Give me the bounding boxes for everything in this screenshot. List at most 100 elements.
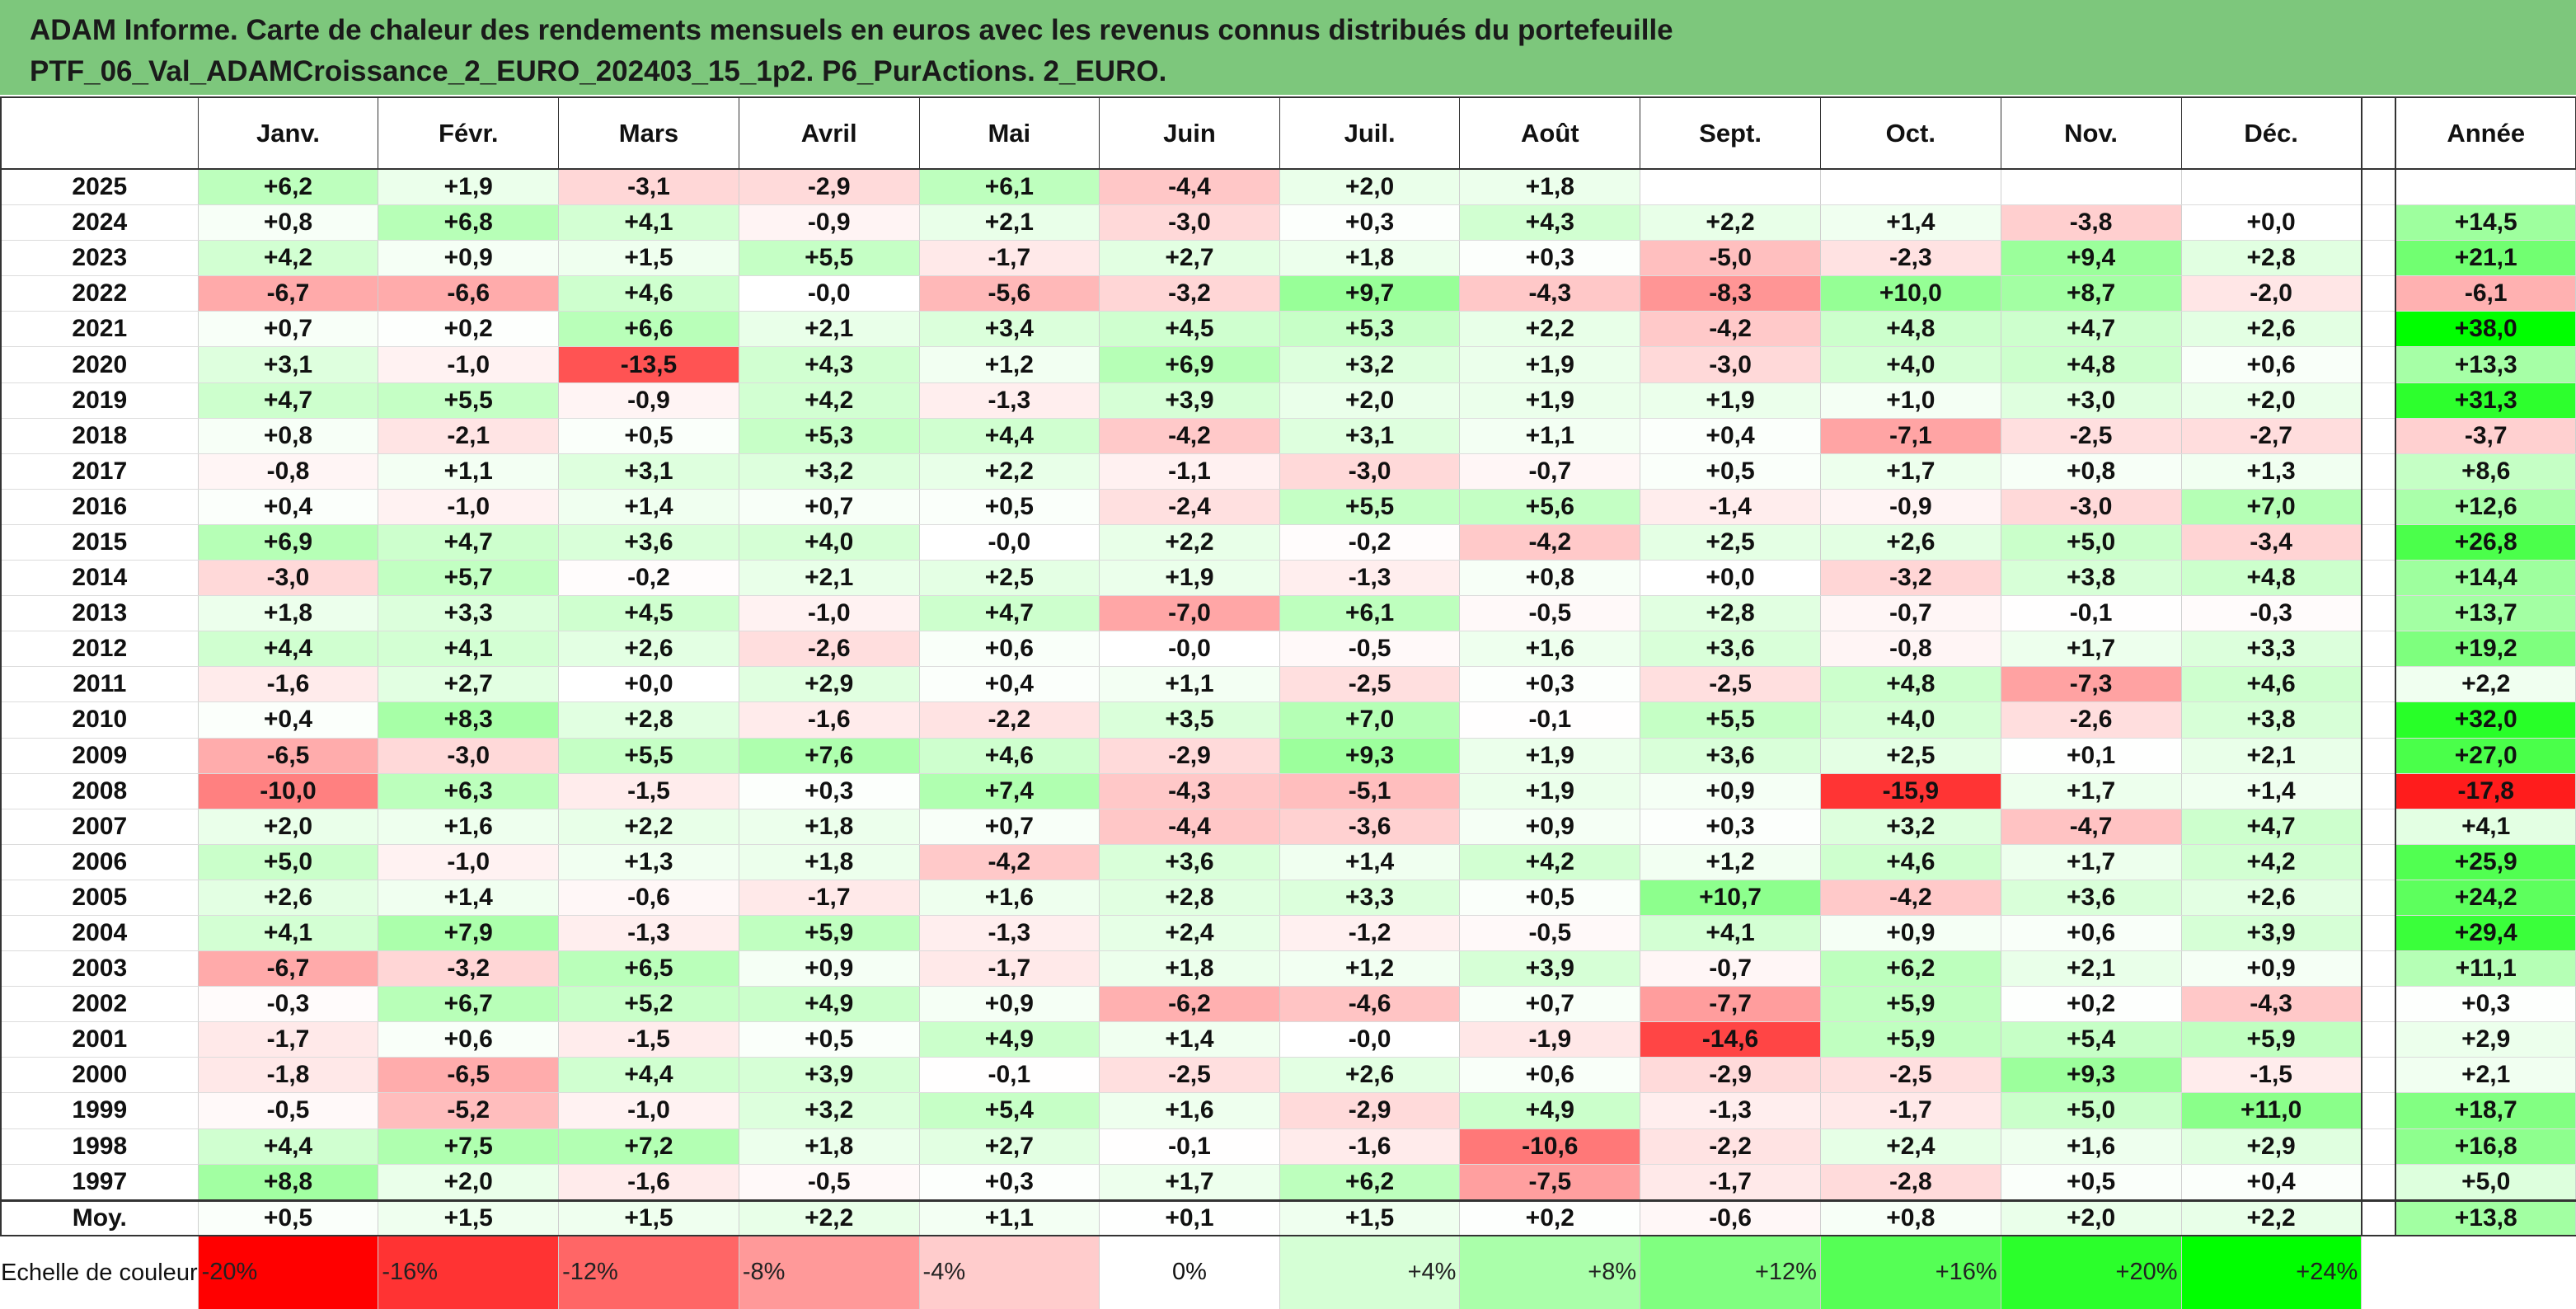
column-header: Avril [739, 96, 920, 170]
month-return-cell: +2,8 [1099, 880, 1280, 916]
month-return-cell: +4,0 [739, 524, 920, 561]
month-return-cell: -3,8 [2001, 204, 2182, 242]
annual-return-cell: -6,1 [2395, 275, 2576, 312]
month-return-cell: +1,7 [1820, 453, 2001, 490]
year-label: 2013 [0, 595, 199, 632]
month-return-cell: +1,9 [1459, 773, 1641, 809]
year-label: 2021 [0, 311, 199, 348]
month-return-cell: +0,7 [919, 809, 1100, 845]
month-return-cell: +0,9 [1820, 915, 2001, 952]
month-return-cell: +0,8 [1820, 1199, 2001, 1236]
month-return-cell: +2,1 [2001, 950, 2182, 988]
column-gap [2360, 915, 2397, 952]
column-gap [2360, 773, 2397, 809]
month-return-cell: +4,7 [2181, 809, 2363, 845]
month-return-cell: +4,3 [739, 346, 920, 383]
year-label: 2010 [0, 701, 199, 739]
month-return-cell: +7,0 [1279, 701, 1461, 739]
month-return-cell [1820, 169, 2001, 206]
column-gap [2360, 1092, 2397, 1129]
month-return-cell: -0,2 [1279, 524, 1461, 561]
year-label: 2012 [0, 631, 199, 668]
month-return-cell: -2,4 [1099, 489, 1280, 525]
month-return-cell: -2,5 [1279, 666, 1461, 703]
month-return-cell: -10,0 [198, 773, 379, 809]
annual-return-cell: +29,4 [2395, 915, 2576, 952]
month-return-cell: +2,2 [558, 809, 739, 845]
month-return-cell: +1,4 [1820, 204, 2001, 242]
year-label: 1997 [0, 1164, 199, 1201]
month-return-cell: +2,5 [919, 560, 1100, 597]
month-return-cell: +3,2 [1820, 809, 2001, 845]
month-return-cell: +3,4 [919, 311, 1100, 348]
month-return-cell: +2,4 [1099, 915, 1280, 952]
column-header: Juil. [1279, 96, 1461, 170]
column-header: Oct. [1820, 96, 2001, 170]
month-return-cell: -1,3 [919, 915, 1100, 952]
year-label: 2020 [0, 346, 199, 383]
year-row: 2016 +0,4 -1,0 +1,4 +0,7 +0,5 -2,4 +5,5 +5,6 -1,4… [0, 489, 2576, 525]
year-row: 2024 +0,8 +6,8 +4,1 -0,9 +2,1 -3,0 +0,3 +4,3 +2,2… [0, 204, 2576, 242]
month-return-cell: -1,5 [2181, 1057, 2363, 1094]
month-return-cell: +11,0 [2181, 1092, 2363, 1129]
color-scale-step: -8% [739, 1235, 920, 1309]
month-return-cell: +2,6 [2181, 311, 2363, 348]
month-return-cell: +7,9 [378, 915, 560, 952]
month-return-cell: +1,1 [1099, 666, 1280, 703]
year-label: 2006 [0, 844, 199, 880]
month-return-cell: +3,6 [558, 524, 739, 561]
month-return-cell: +5,3 [739, 418, 920, 454]
average-label: Moy. [0, 1199, 199, 1236]
column-gap [2360, 382, 2397, 419]
month-return-cell: +2,4 [1820, 1128, 2001, 1165]
month-return-cell: -1,6 [1279, 1128, 1461, 1165]
column-gap [2360, 346, 2397, 383]
year-row: 2017 -0,8 +1,1 +3,1 +3,2 +2,2 -1,1 -3,0 -0,7 +0,5… [0, 453, 2576, 490]
month-return-cell [2001, 169, 2182, 206]
month-return-cell: -0,5 [1459, 915, 1641, 952]
month-return-cell: +4,9 [739, 986, 920, 1023]
year-row: 2004 +4,1 +7,9 -1,3 +5,9 -1,3 +2,4 -1,2 -0,5 +4,1… [0, 915, 2576, 952]
column-gap [2360, 595, 2397, 632]
month-return-cell: +2,2 [1459, 311, 1641, 348]
month-return-cell: +5,5 [739, 240, 920, 277]
month-return-cell: +5,5 [1279, 489, 1461, 525]
average-row: Moy. +0,5 +1,5 +1,5 +2,2 +1,1 +0,1 +1,5 +0,2 -0,6… [0, 1199, 2576, 1236]
month-return-cell: +0,2 [2001, 986, 2182, 1023]
month-return-cell: +6,2 [198, 169, 379, 206]
month-return-cell: +2,2 [739, 1199, 920, 1236]
month-return-cell: -0,0 [919, 524, 1100, 561]
year-label: 2024 [0, 204, 199, 242]
month-return-cell: +1,4 [558, 489, 739, 525]
annual-return-cell: +19,2 [2395, 631, 2576, 668]
month-return-cell: -1,4 [1640, 489, 1821, 525]
column-header: Nov. [2001, 96, 2182, 170]
month-return-cell: +0,7 [739, 489, 920, 525]
month-return-cell: +0,3 [1640, 809, 1821, 845]
month-return-cell: +1,6 [1459, 631, 1641, 668]
month-return-cell: -1,3 [1279, 560, 1461, 597]
column-gap [2360, 240, 2397, 277]
year-row: 2001 -1,7 +0,6 -1,5 +0,5 +4,9 +1,4 -0,0 -1,9 -14,… [0, 1021, 2576, 1058]
month-return-cell: -1,1 [1099, 453, 1280, 490]
column-gap [2360, 1199, 2397, 1236]
month-return-cell: +2,7 [1099, 240, 1280, 277]
column-gap [2360, 1021, 2397, 1058]
month-return-cell: +1,0 [1820, 382, 2001, 419]
month-return-cell: +3,9 [1459, 950, 1641, 988]
month-return-cell: +0,7 [1459, 986, 1641, 1023]
month-return-cell: +4,7 [2001, 311, 2182, 348]
month-return-cell: -0,5 [739, 1164, 920, 1201]
month-return-cell: +3,3 [378, 595, 560, 632]
month-return-cell: +0,8 [198, 418, 379, 454]
month-return-cell: +4,2 [1459, 844, 1641, 880]
month-return-cell: -0,6 [558, 880, 739, 916]
annual-return-cell: +16,8 [2395, 1128, 2576, 1165]
month-return-cell: +0,1 [1099, 1199, 1280, 1236]
month-return-cell: +4,1 [1640, 915, 1821, 952]
column-gap [2360, 1164, 2397, 1201]
month-return-cell: -3,0 [1099, 204, 1280, 242]
month-return-cell: -1,7 [1640, 1164, 1821, 1201]
year-row: 2003 -6,7 -3,2 +6,5 +0,9 -1,7 +1,8 +1,2 +3,9 -0,7… [0, 950, 2576, 988]
month-return-cell: +2,1 [739, 560, 920, 597]
